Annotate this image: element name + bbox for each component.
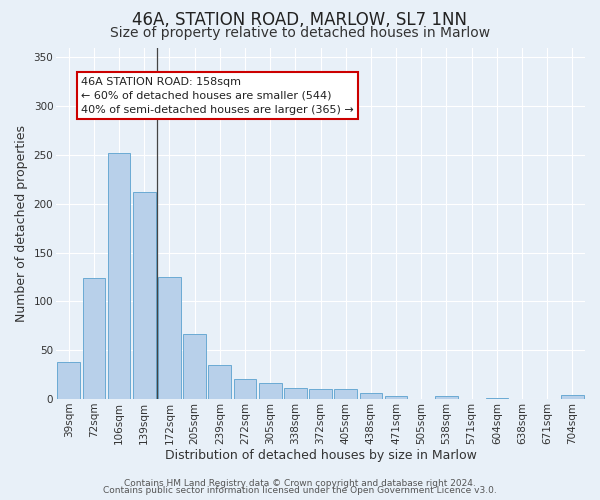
Y-axis label: Number of detached properties: Number of detached properties [15,125,28,322]
Bar [284,388,307,399]
Bar [58,362,80,399]
Bar [435,396,458,399]
Bar [208,365,231,399]
Bar [83,278,105,399]
Bar [359,393,382,399]
Text: Size of property relative to detached houses in Marlow: Size of property relative to detached ho… [110,26,490,40]
Text: 46A STATION ROAD: 158sqm
← 60% of detached houses are smaller (544)
40% of semi-: 46A STATION ROAD: 158sqm ← 60% of detach… [81,77,354,115]
Bar [309,390,332,399]
Bar [133,192,155,399]
Bar [183,334,206,399]
Bar [485,398,508,399]
Text: Contains HM Land Registry data © Crown copyright and database right 2024.: Contains HM Land Registry data © Crown c… [124,478,476,488]
Bar [385,396,407,399]
X-axis label: Distribution of detached houses by size in Marlow: Distribution of detached houses by size … [164,450,476,462]
Text: 46A, STATION ROAD, MARLOW, SL7 1NN: 46A, STATION ROAD, MARLOW, SL7 1NN [133,11,467,29]
Bar [158,277,181,399]
Bar [259,384,281,399]
Bar [334,390,357,399]
Text: Contains public sector information licensed under the Open Government Licence v3: Contains public sector information licen… [103,486,497,495]
Bar [561,395,584,399]
Bar [233,378,256,399]
Bar [108,153,130,399]
